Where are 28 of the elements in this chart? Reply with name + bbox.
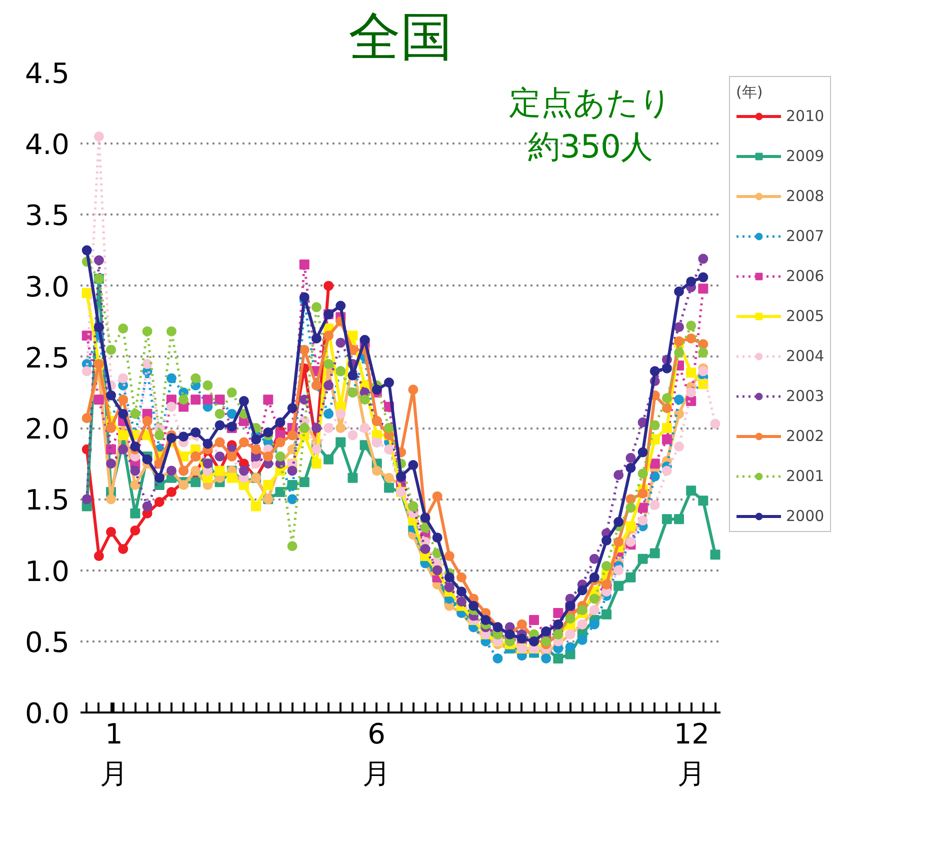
legend-label: 2006 (786, 267, 824, 285)
x-tick-label: 12 月 (674, 718, 710, 790)
legend-label: 2004 (786, 347, 824, 365)
y-tick-label: 4.0 (24, 128, 70, 162)
y-tick-label: 1.5 (24, 484, 70, 517)
y-tick-label: 2.5 (24, 341, 70, 374)
x-tick-label: 1 月 (100, 718, 128, 790)
y-tick-label: 0.0 (24, 697, 70, 730)
legend-label: 2002 (786, 427, 824, 445)
chart-title: 全国 (348, 8, 452, 68)
y-tick-label: 3.0 (24, 270, 70, 304)
legend-label: 2000 (786, 507, 824, 525)
y-tick-label: 3.5 (24, 199, 70, 232)
legend-title: (年) (736, 83, 764, 102)
annotation: 約350人 (528, 128, 654, 166)
legend-label: 2008 (786, 187, 824, 205)
legend-label: 2001 (786, 467, 824, 485)
annotation: 定点あたり (509, 84, 672, 122)
legend-label: 2009 (786, 147, 824, 165)
y-tick-label: 2.0 (24, 412, 70, 446)
y-tick-label: 1.0 (24, 554, 70, 588)
y-tick-label: 4.5 (24, 57, 70, 90)
x-tick-label: 6 月 (362, 718, 391, 790)
legend-label: 2010 (786, 107, 824, 125)
legend-label: 2003 (786, 387, 824, 405)
legend-label: 2005 (786, 307, 824, 325)
legend-label: 2007 (786, 227, 824, 245)
y-tick-label: 0.5 (24, 626, 70, 659)
